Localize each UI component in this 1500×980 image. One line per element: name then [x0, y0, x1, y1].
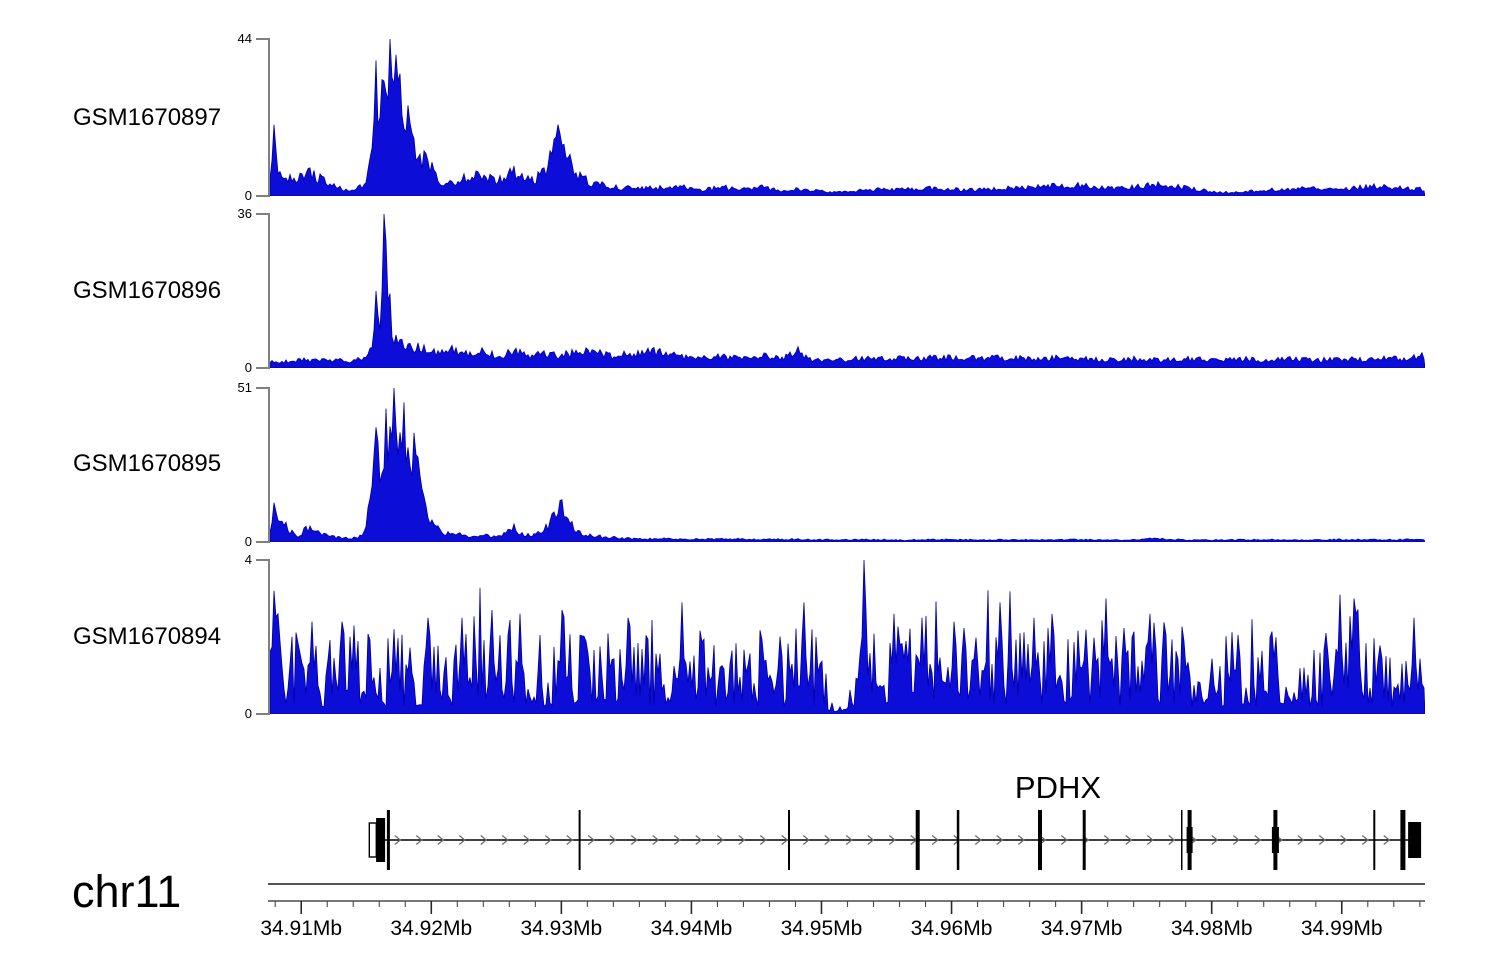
coverage-track-gsm1670894: [270, 560, 1425, 714]
chromosome-label: chr11: [72, 866, 182, 917]
yaxis-max-track4: 4: [244, 552, 252, 567]
genome-axis-ruler: [268, 883, 1425, 914]
track2-axis-line: [268, 214, 270, 368]
track-label-gsm1670897: GSM1670897: [73, 104, 222, 131]
track3-max-tick: [256, 387, 270, 389]
axis-tick-label: 34.95Mb: [780, 917, 863, 940]
coverage-track-gsm1670895: [270, 388, 1425, 542]
track1-axis-line: [268, 39, 270, 196]
track1-max-tick: [256, 38, 270, 40]
track4-axis-line: [268, 560, 270, 714]
axis-tick-label: 34.93Mb: [520, 917, 603, 940]
yaxis-zero-track4: 0: [244, 706, 252, 721]
yaxis-zero-track1: 0: [244, 188, 252, 203]
axis-tick-label: 34.96Mb: [910, 917, 993, 940]
yaxis-zero-track2: 0: [244, 360, 252, 375]
axis-tick-label: 34.99Mb: [1300, 917, 1383, 940]
yaxis-max-track2: 36: [237, 206, 252, 221]
axis-tick-label: 34.92Mb: [390, 917, 473, 940]
track-label-gsm1670896: GSM1670896: [73, 277, 222, 304]
track1-zero-tick: [256, 195, 270, 197]
axis-tick-label: 34.91Mb: [260, 917, 343, 940]
gene-model-track: [368, 810, 1422, 870]
track3-zero-tick: [256, 541, 270, 543]
coverage-track-gsm1670896: [270, 214, 1425, 368]
yaxis-max-track3: 51: [237, 380, 252, 395]
yaxis-max-track1: 44: [237, 31, 252, 46]
track-label-gsm1670895: GSM1670895: [73, 450, 222, 477]
track2-zero-tick: [256, 367, 270, 369]
track2-max-tick: [256, 213, 270, 215]
gene-name-label: PDHX: [1014, 770, 1102, 805]
axis-tick-label: 34.94Mb: [650, 917, 733, 940]
track3-axis-line: [268, 388, 270, 542]
track4-max-tick: [256, 559, 270, 561]
axis-tick-label: 34.98Mb: [1170, 917, 1253, 940]
track4-zero-tick: [256, 713, 270, 715]
track-label-gsm1670894: GSM1670894: [73, 623, 222, 650]
yaxis-zero-track3: 0: [244, 534, 252, 549]
coverage-track-gsm1670897: [270, 39, 1425, 196]
axis-tick-label: 34.97Mb: [1040, 917, 1123, 940]
